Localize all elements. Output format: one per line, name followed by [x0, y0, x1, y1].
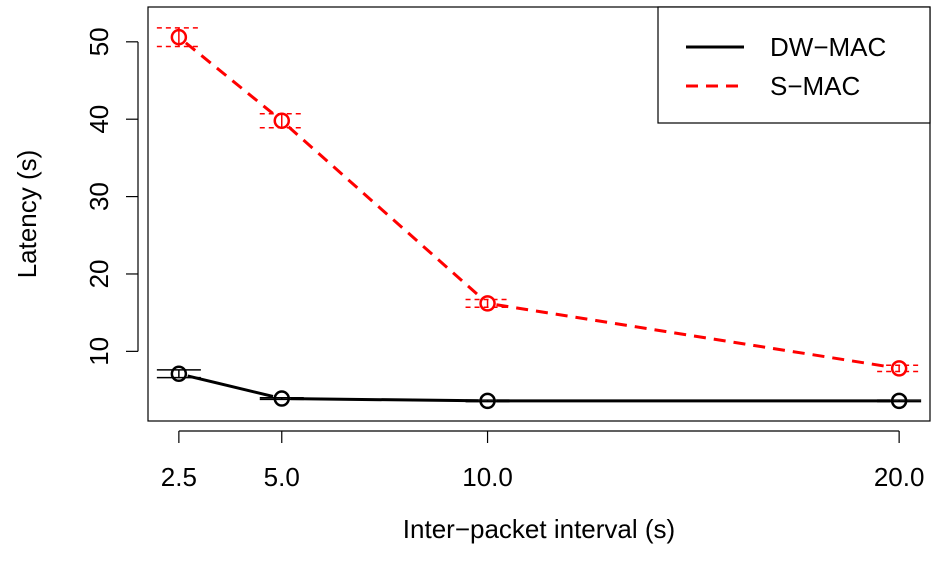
data-point-dw-mac: [170, 365, 188, 383]
data-point-dw-mac: [890, 392, 908, 410]
x-tick-label: 2.5: [161, 462, 197, 492]
y-tick-label: 10: [84, 337, 114, 366]
series-line-dw-mac: [290, 397, 479, 403]
series-line-s-mac: [184, 41, 276, 117]
y-axis-label: Latency (s): [12, 150, 42, 279]
y-tick-label: 40: [84, 105, 114, 134]
y-axis: 10 20 30 40 50: [84, 27, 139, 366]
series-line-s-mac: [287, 125, 482, 299]
x-tick-label: 5.0: [264, 462, 300, 492]
legend: DW−MAC S−MAC: [657, 6, 931, 124]
data-point-s-mac: [479, 295, 496, 312]
plot-frame: [147, 6, 931, 422]
y-tick-label: 20: [84, 260, 114, 289]
legend-box: [657, 6, 931, 124]
legend-label-s-mac: S−MAC: [770, 71, 860, 101]
x-axis-label: Inter−packet interval (s): [403, 514, 675, 544]
x-axis: 2.5 5.0 10.0 20.0: [161, 430, 925, 492]
y-tick-label: 30: [84, 182, 114, 211]
series-line-dw-mac: [187, 374, 274, 398]
x-tick-label: 20.0: [874, 462, 925, 492]
data-point-s-mac: [273, 112, 291, 130]
legend-label-dw-mac: DW−MAC: [770, 32, 886, 62]
data-point-s-mac: [170, 28, 188, 46]
y-tick-label: 50: [84, 27, 114, 56]
x-tick-label: 10.0: [462, 462, 513, 492]
series-layer: [156, 27, 922, 410]
data-point-dw-mac: [273, 390, 291, 407]
data-point-s-mac: [890, 360, 908, 377]
series-line-s-mac: [496, 303, 891, 369]
data-point-dw-mac: [479, 392, 496, 410]
